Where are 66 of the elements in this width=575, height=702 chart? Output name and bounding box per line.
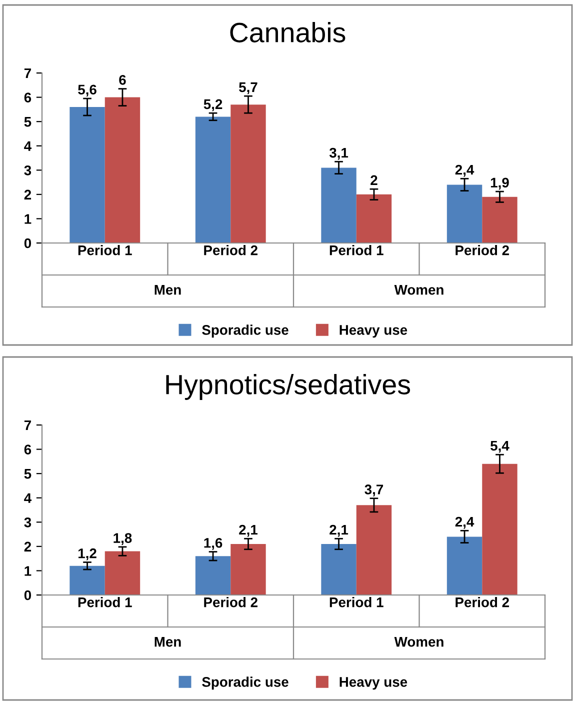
bar [356, 194, 392, 243]
y-tick-label: 0 [24, 238, 32, 248]
data-label: 5,2 [204, 99, 222, 112]
bar [482, 196, 518, 243]
data-label: 1,2 [78, 548, 96, 560]
y-tick-label: 1 [24, 214, 32, 224]
bar [446, 184, 482, 243]
y-tick-label: 6 [24, 444, 32, 454]
y-tick-label: 6 [24, 92, 32, 102]
y-tick-label: 4 [24, 493, 32, 503]
data-label: 1,9 [490, 178, 509, 190]
text: Men [154, 285, 181, 295]
text: Women [394, 637, 444, 647]
y-tick-label: 1 [24, 566, 32, 576]
bar [230, 104, 266, 243]
y-tick-label: 5 [24, 469, 32, 479]
x-tick-label: Period 2 [204, 597, 258, 608]
text: Women [394, 285, 444, 295]
x-tick-label: Period 1 [78, 245, 132, 256]
data-label: 6 [119, 74, 126, 85]
x-tick-label: Period 2 [204, 245, 258, 256]
text: Men [154, 637, 181, 647]
data-label: 2,1 [239, 524, 258, 537]
y-tick-label: 7 [24, 420, 31, 430]
y-tick-label: 2 [24, 542, 32, 552]
bar [321, 544, 356, 595]
x-tick-label: Period 2 [456, 597, 509, 608]
chart-title: Cannabis [230, 22, 346, 42]
legend-label: Sporadic use [202, 324, 288, 338]
bar [195, 116, 231, 243]
y-tick-label: 3 [24, 517, 32, 528]
bar [195, 556, 231, 595]
bar [104, 551, 140, 595]
bar [356, 505, 392, 595]
x-tick-label: Period 2 [456, 245, 509, 256]
legend-label: Heavy use [340, 325, 408, 338]
data-label: 2 [370, 175, 378, 185]
bar [446, 536, 482, 595]
data-label: 5,4 [490, 440, 510, 453]
chart-title: Hypnotics/sedatives [166, 374, 410, 400]
bar [482, 464, 518, 595]
y-tick-label: 4 [24, 141, 32, 151]
y-tick-label: 3 [24, 165, 32, 176]
y-tick-label: 7 [24, 68, 31, 78]
data-label: 2,1 [330, 524, 348, 537]
data-label: 3,1 [329, 148, 348, 160]
bar [230, 544, 266, 595]
y-tick-label: 2 [24, 190, 32, 200]
y-tick-label: 5 [24, 117, 32, 127]
bar [321, 168, 356, 243]
legend-label: Heavy use [340, 677, 408, 690]
data-label: 1,6 [204, 538, 222, 550]
data-label: 5,7 [239, 82, 258, 94]
x-tick-label: Period 1 [78, 597, 132, 608]
data-label: 3,7 [364, 484, 384, 496]
y-tick-label: 0 [24, 590, 32, 600]
bar [104, 97, 140, 243]
data-label: 5,6 [78, 84, 96, 97]
bar [70, 566, 105, 595]
x-tick-label: Period 1 [330, 245, 384, 256]
data-label: 1,8 [114, 533, 132, 545]
bar [70, 107, 105, 243]
x-tick-label: Period 1 [330, 597, 384, 608]
data-label: 2,4 [455, 164, 474, 177]
legend-label: Sporadic use [202, 676, 288, 690]
data-label: 2,4 [455, 516, 474, 529]
